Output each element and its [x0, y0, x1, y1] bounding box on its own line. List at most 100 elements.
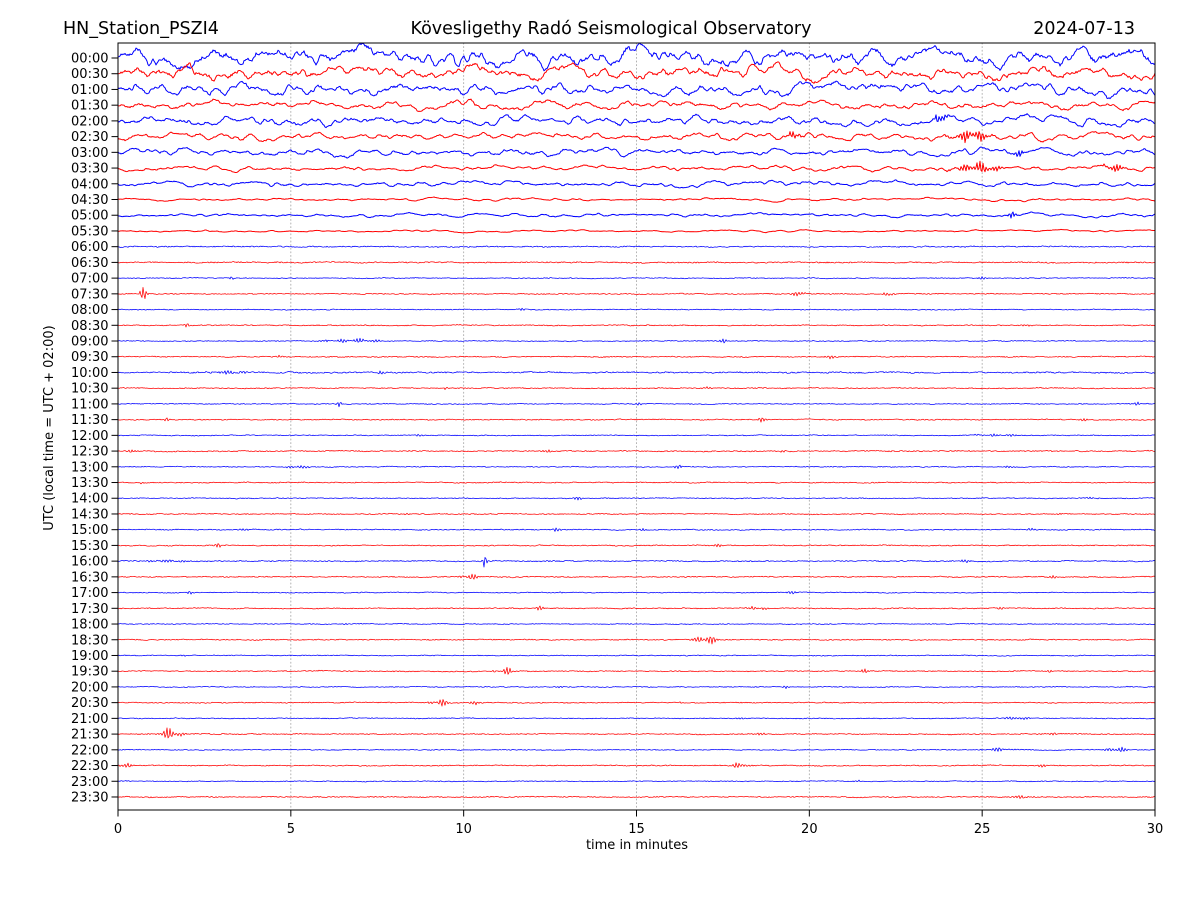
x-tick-label: 20: [801, 822, 818, 837]
trace-row-00:30: [118, 61, 1155, 84]
y-tick-label: 19:00: [71, 649, 108, 664]
trace-row-15:00: [118, 527, 1155, 532]
y-tick-label: 05:00: [71, 209, 108, 224]
x-tick-label: 0: [114, 822, 122, 837]
y-tick-label: 22:30: [71, 759, 108, 774]
trace-row-18:30: [118, 636, 1155, 645]
y-tick-label: 14:30: [71, 507, 108, 522]
trace-row-14:30: [118, 512, 1155, 516]
y-tick-label: 16:00: [71, 555, 108, 570]
y-tick-label: 08:00: [71, 303, 108, 318]
y-tick-label: 11:30: [71, 413, 108, 428]
y-tick-label: 09:00: [71, 335, 108, 350]
y-tick-label: 12:30: [71, 445, 108, 460]
trace-row-02:00: [118, 113, 1155, 129]
y-tick-label: 23:00: [71, 775, 108, 790]
trace-row-01:30: [118, 98, 1155, 112]
y-tick-label: 14:00: [71, 492, 108, 507]
y-tick-label: 21:00: [71, 712, 108, 727]
y-tick-label: 18:30: [71, 633, 108, 648]
y-tick-label: 13:00: [71, 460, 108, 475]
observatory-title: Kövesligethy Radó Seismological Observat…: [411, 19, 812, 39]
y-tick-label: 07:30: [71, 287, 108, 302]
trace-row-17:00: [118, 591, 1155, 595]
trace-row-16:30: [118, 573, 1155, 580]
y-tick-label: 01:30: [71, 99, 108, 114]
x-tick-label: 30: [1147, 822, 1164, 837]
y-tick-label: 03:00: [71, 146, 108, 161]
x-tick-label: 15: [628, 822, 645, 837]
trace-row-08:30: [118, 323, 1155, 328]
trace-row-08:00: [118, 307, 1155, 311]
y-tick-label: 13:30: [71, 476, 108, 491]
trace-row-23:00: [118, 779, 1155, 783]
y-tick-label: 17:00: [71, 586, 108, 601]
trace-row-03:30: [118, 160, 1155, 173]
trace-row-04:00: [118, 179, 1155, 189]
y-tick-label: 00:30: [71, 67, 108, 82]
trace-row-10:30: [118, 386, 1155, 390]
trace-row-20:30: [118, 699, 1155, 707]
trace-row-07:30: [118, 287, 1155, 300]
trace-group: [118, 43, 1155, 799]
trace-row-07:00: [118, 276, 1155, 280]
y-tick-label: 01:00: [71, 83, 108, 98]
y-tick-label: 15:00: [71, 523, 108, 538]
trace-row-21:00: [118, 716, 1155, 720]
trace-row-06:30: [118, 261, 1155, 264]
trace-row-01:00: [118, 80, 1155, 100]
x-tick-label: 10: [455, 822, 472, 837]
trace-row-14:00: [118, 496, 1155, 501]
y-tick-label: 00:00: [71, 52, 108, 67]
y-tick-label: 07:00: [71, 272, 108, 287]
y-axis-label: UTC (local time = UTC + 02:00): [42, 325, 57, 530]
y-tick-label: 05:30: [71, 224, 108, 239]
trace-row-15:30: [118, 543, 1155, 548]
y-tick-label: 11:00: [71, 397, 108, 412]
trace-row-00:00: [118, 43, 1155, 72]
x-tick-label: 25: [974, 822, 991, 837]
x-tick-label: 5: [287, 822, 295, 837]
trace-row-05:00: [118, 211, 1155, 219]
trace-row-10:00: [118, 370, 1155, 375]
y-tick-label: 10:00: [71, 366, 108, 381]
y-tick-label: 18:00: [71, 618, 108, 633]
trace-row-12:30: [118, 449, 1155, 453]
trace-row-22:30: [118, 762, 1155, 768]
trace-row-19:00: [118, 654, 1155, 657]
y-tick-label: 17:30: [71, 602, 108, 617]
y-tick-label: 16:30: [71, 570, 108, 585]
trace-row-12:00: [118, 433, 1155, 437]
trace-row-19:30: [118, 666, 1155, 675]
trace-row-16:00: [118, 557, 1155, 568]
y-tick-label: 09:30: [71, 350, 108, 365]
y-tick-label: 15:30: [71, 539, 108, 554]
y-tick-labels: 00:0000:3001:0001:3002:0002:3003:0003:30…: [71, 52, 108, 806]
trace-row-17:30: [118, 605, 1155, 611]
trace-row-02:30: [118, 130, 1155, 144]
y-tick-label: 23:30: [71, 790, 108, 805]
gridlines: [290, 42, 983, 811]
trace-row-20:00: [118, 685, 1155, 689]
date-label: 2024-07-13: [1033, 19, 1135, 39]
trace-row-18:00: [118, 622, 1155, 626]
station-title: HN_Station_PSZI4: [63, 19, 219, 39]
trace-row-11:00: [118, 401, 1155, 408]
trace-row-06:00: [118, 245, 1155, 248]
y-tick-label: 10:30: [71, 382, 108, 397]
trace-row-05:30: [118, 228, 1155, 234]
y-tick-label: 06:00: [71, 240, 108, 255]
trace-row-04:30: [118, 196, 1155, 203]
trace-row-09:00: [118, 337, 1155, 344]
y-tick-label: 19:30: [71, 665, 108, 680]
plot-frame: [117, 42, 1156, 811]
trace-row-13:00: [118, 464, 1155, 470]
y-tick-label: 02:00: [71, 114, 108, 129]
y-tick-label: 20:00: [71, 680, 108, 695]
y-tick-label: 04:30: [71, 193, 108, 208]
y-tick-label: 21:30: [71, 728, 108, 743]
trace-row-22:00: [118, 746, 1155, 752]
y-tick-label: 06:30: [71, 256, 108, 271]
